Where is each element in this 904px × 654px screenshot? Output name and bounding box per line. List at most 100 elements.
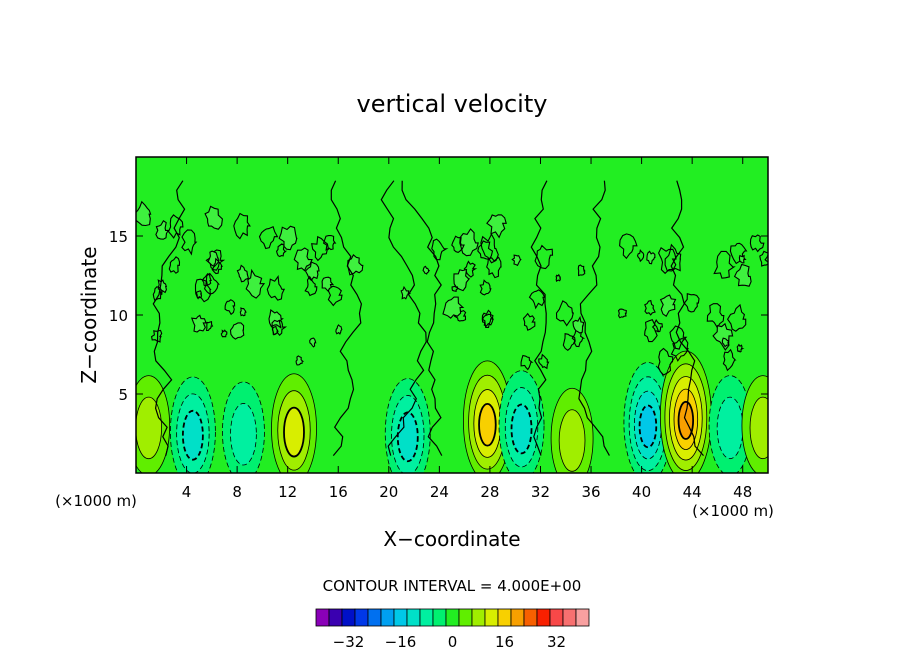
- chart-title: vertical velocity: [357, 90, 548, 118]
- x-tick-label: 48: [733, 483, 752, 501]
- zero-contour: [304, 275, 318, 297]
- zero-contour: [733, 263, 752, 287]
- downdraft-core: [169, 376, 216, 473]
- zero-contour: [722, 348, 737, 372]
- colorbar-label: −32: [333, 633, 365, 651]
- zero-contour: [659, 294, 677, 318]
- zero-contour: [211, 257, 223, 275]
- zero-contour: [275, 243, 288, 258]
- zero-contour: [486, 214, 507, 239]
- zero-contour: [538, 353, 550, 370]
- colorbar-swatch: [367, 608, 382, 627]
- colorbar-swatch: [510, 608, 525, 627]
- zero-contour: [749, 234, 765, 253]
- zero-contour: [764, 253, 768, 266]
- zero-contour: [644, 299, 656, 316]
- zero-contour: [126, 213, 132, 223]
- zero-contour-line: [152, 180, 186, 456]
- zero-contour: [278, 225, 298, 251]
- colorbar-swatch: [406, 608, 421, 627]
- colorbar-swatch: [484, 608, 499, 627]
- zero-contour: [776, 259, 793, 282]
- zero-contour: [229, 322, 245, 340]
- contour-level: [396, 411, 419, 463]
- zero-contour: [321, 276, 335, 293]
- y-axis-label: Z−coordinate: [77, 246, 101, 383]
- zero-contour: [204, 205, 223, 230]
- zero-contour: [486, 256, 502, 279]
- zero-contour: [304, 261, 320, 282]
- zero-contour: [451, 284, 459, 292]
- x-tick-label: 16: [329, 483, 348, 501]
- zero-contour: [194, 278, 212, 303]
- colorbar: −32 −16 0 16 32: [315, 608, 590, 651]
- x-tick-label: 32: [531, 483, 550, 501]
- zero-contour: [239, 307, 247, 317]
- contour-level: [558, 409, 586, 472]
- x-axis-ticks: 4 8 12 16 20 24 28 32 36 40 44 48: [182, 157, 752, 501]
- zero-contour: [511, 254, 522, 267]
- colorbar-swatch: [315, 608, 330, 627]
- zero-contour: [555, 300, 575, 327]
- zero-contour: [657, 246, 677, 275]
- zero-contour: [670, 338, 689, 362]
- contour-level: [136, 396, 162, 460]
- zero-contour: [726, 303, 747, 332]
- colorbar-swatch: [341, 608, 356, 627]
- contour-level: [230, 403, 257, 466]
- zero-contour: [422, 265, 430, 275]
- colorbar-swatch: [458, 608, 473, 627]
- downdraft-core: [498, 370, 545, 473]
- zero-contour: [463, 260, 478, 278]
- zero-contour: [400, 285, 412, 300]
- downdraft-core: [222, 381, 265, 473]
- colorbar-swatch: [445, 608, 460, 627]
- zero-contour: [207, 250, 220, 268]
- contour-level: [749, 396, 768, 460]
- colorbar-swatch: [523, 608, 538, 627]
- zero-contour: [683, 292, 700, 313]
- x-tick-label: 36: [581, 483, 600, 501]
- zero-contour: [181, 229, 198, 256]
- y-tick-label: 5: [118, 386, 128, 404]
- zero-contour: [167, 214, 184, 239]
- zero-contour-line: [330, 180, 363, 456]
- zero-contour: [205, 321, 214, 332]
- x-tick-label: 44: [683, 483, 702, 501]
- zero-contour-line: [401, 180, 443, 456]
- zero-contour: [150, 329, 163, 343]
- turbulent-contours: [68, 180, 793, 457]
- zero-contour: [759, 250, 768, 267]
- zero-contour: [769, 342, 783, 361]
- colorbar-label: 0: [448, 633, 458, 651]
- zero-contour-line: [578, 180, 610, 456]
- downdraft-core: [384, 378, 431, 473]
- zero-contour: [335, 324, 343, 335]
- colorbar-label: 32: [547, 633, 566, 651]
- colorbar-swatch: [575, 608, 590, 627]
- zero-contour: [245, 268, 266, 299]
- zero-contour: [205, 249, 226, 271]
- zero-contour: [68, 209, 77, 221]
- contour-level: [638, 404, 658, 449]
- colorbar-swatch: [380, 608, 395, 627]
- colorbar-swatch: [549, 608, 564, 627]
- updraft-core: [550, 387, 594, 473]
- zero-contour: [617, 308, 627, 319]
- zero-contour: [293, 247, 313, 272]
- zero-contour: [442, 296, 465, 319]
- y-tick-label: 10: [109, 307, 128, 325]
- colorbar-swatch: [419, 608, 434, 627]
- zero-contour: [152, 286, 163, 302]
- updraft-core: [136, 375, 171, 473]
- zero-contour: [738, 254, 747, 264]
- zero-contour: [155, 220, 170, 240]
- x-tick-label: 4: [182, 483, 192, 501]
- zero-contour-line: [670, 180, 704, 457]
- colorbar-swatch: [328, 608, 343, 627]
- x-tick-label: 24: [430, 483, 449, 501]
- zero-contour: [572, 315, 585, 334]
- zero-contour: [562, 333, 576, 351]
